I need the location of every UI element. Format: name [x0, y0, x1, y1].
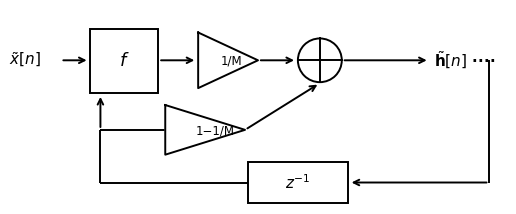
- Text: $f$: $f$: [119, 52, 130, 70]
- Bar: [90, 28, 158, 93]
- Bar: [248, 162, 348, 203]
- Text: $z^{-1}$: $z^{-1}$: [285, 173, 311, 192]
- Polygon shape: [165, 105, 245, 155]
- Text: $\tilde{x}[n]$: $\tilde{x}[n]$: [9, 51, 40, 70]
- Text: 1/M: 1/M: [221, 55, 243, 68]
- Text: $\tilde{\mathbf{h}}[n]$ ····: $\tilde{\mathbf{h}}[n]$ ····: [433, 50, 495, 71]
- Circle shape: [298, 39, 342, 82]
- Polygon shape: [198, 33, 258, 88]
- Text: 1−1/M: 1−1/M: [196, 124, 235, 137]
